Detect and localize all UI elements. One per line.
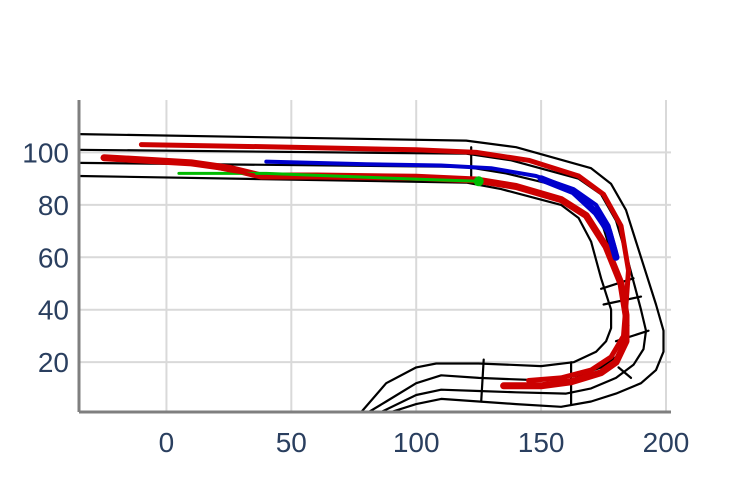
y-tick-label: 20 <box>38 347 69 378</box>
lane-divider-1 <box>480 358 485 403</box>
axes <box>77 100 671 414</box>
y-tick-label: 60 <box>38 242 69 273</box>
x-tick-label: 150 <box>518 427 565 458</box>
x-tick-label: 200 <box>643 427 690 458</box>
x-tick-label: 50 <box>276 427 307 458</box>
trajectory-3 <box>537 175 620 261</box>
y-tick-label: 80 <box>38 190 69 221</box>
trajectory-1 <box>138 142 631 383</box>
plot-area <box>79 133 665 412</box>
lane-boundary-3 <box>79 174 613 412</box>
trajectory-5 <box>102 156 256 177</box>
x-tick-label: 0 <box>159 427 175 458</box>
trajectory-0 <box>100 154 630 390</box>
y-tick-label: 40 <box>38 295 69 326</box>
tick-labels: 0 50 100 150 200 20 40 60 80 100 <box>22 137 689 458</box>
lane-divider-6 <box>617 366 633 379</box>
y-tick-label: 100 <box>22 137 69 168</box>
lane-boundary-0 <box>79 133 665 412</box>
x-tick-label: 100 <box>393 427 440 458</box>
trajectory-end-marker-0 <box>473 176 484 187</box>
